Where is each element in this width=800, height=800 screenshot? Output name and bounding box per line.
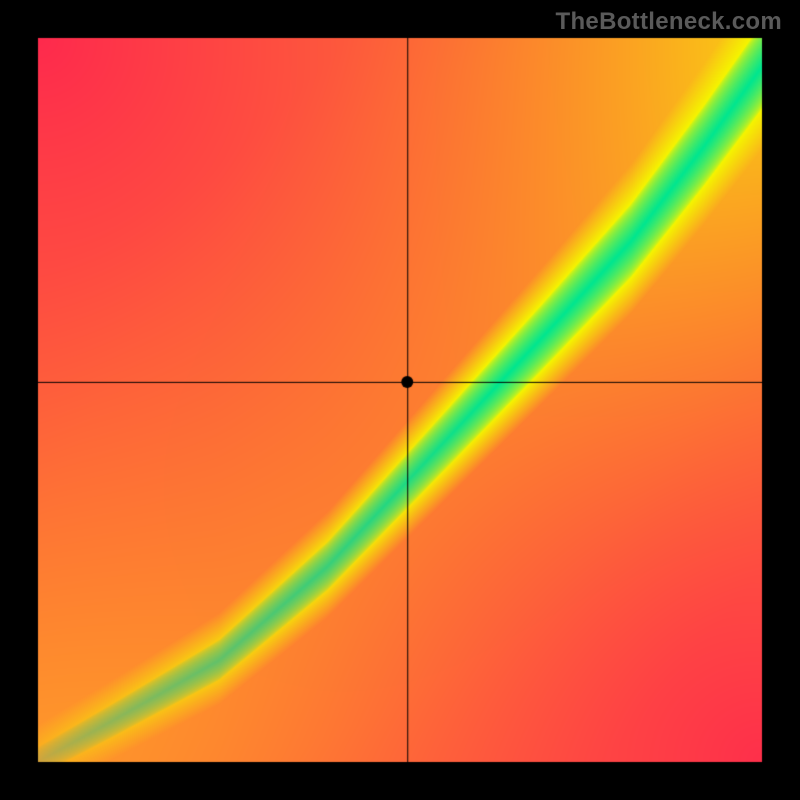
- bottleneck-heatmap-figure: TheBottleneck.com: [0, 0, 800, 800]
- watermark-text: TheBottleneck.com: [556, 8, 782, 36]
- heatmap-canvas: [0, 0, 800, 800]
